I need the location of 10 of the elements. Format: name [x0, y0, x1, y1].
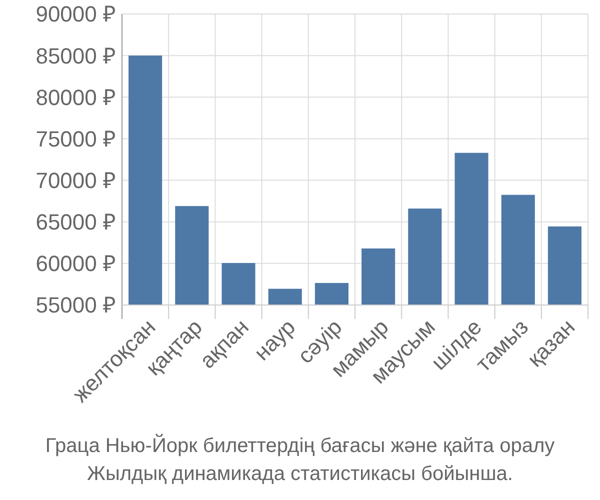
y-tick-label: 65000 ₽ — [36, 210, 116, 235]
text: Граца Нью-Йорк билеттердің бағасы және қайта оралу — [45, 433, 555, 457]
y-tick-label: 75000 ₽ — [36, 126, 116, 152]
y-tick-label: 80000 ₽ — [36, 84, 116, 110]
y-tick-label: 55000 ₽ — [36, 292, 116, 318]
y-tick-label: 60000 ₽ — [36, 251, 116, 276]
y-tick-label: 90000 ₽ — [36, 2, 116, 27]
y-tick-label: 85000 ₽ — [36, 43, 116, 68]
text: Жылдық динамикада статистикасы бойынша. — [87, 463, 513, 485]
y-tick-label: 70000 ₽ — [36, 168, 116, 193]
